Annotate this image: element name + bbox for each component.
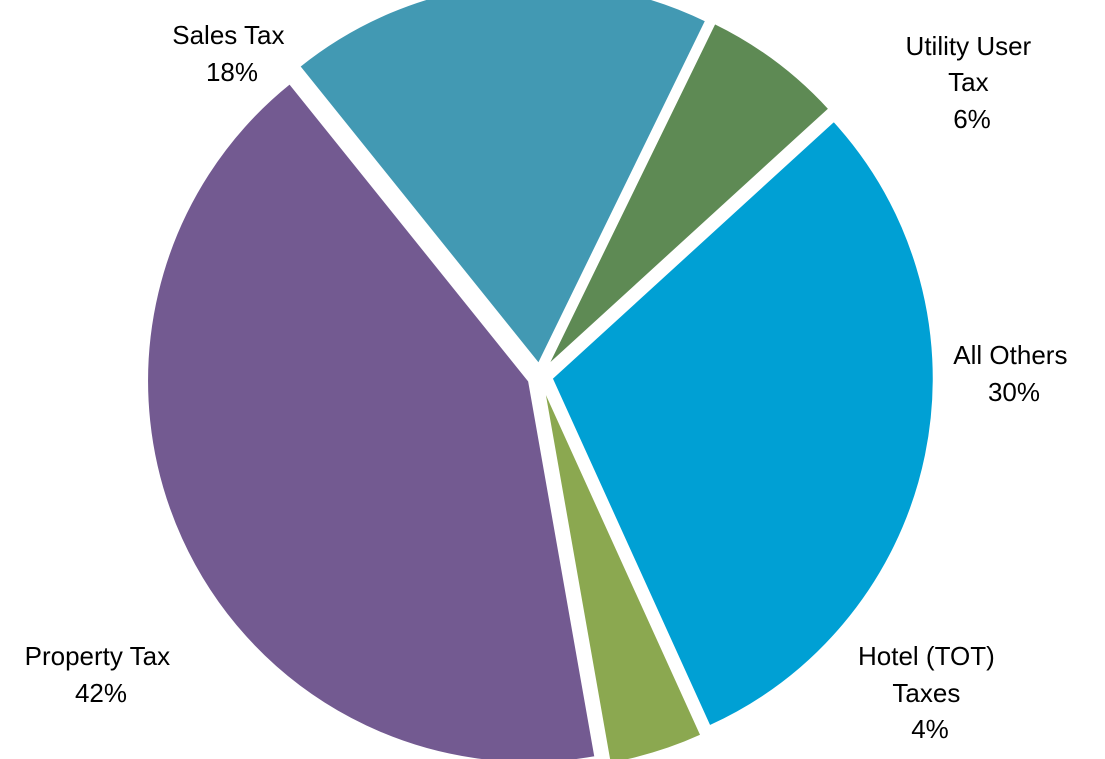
pie-slices (146, 0, 935, 759)
label-utility-user-tax-line2: Tax (948, 67, 988, 97)
label-hotel-tot-taxes-line1: Hotel (TOT) (858, 641, 995, 671)
label-utility-user-tax-value: 6% (953, 104, 991, 134)
slice-property-tax (146, 81, 597, 759)
label-utility-user-tax: Utility User Tax 6% (906, 31, 1039, 134)
label-property-tax-value: 42% (75, 678, 127, 708)
slice-hotel-tot-taxes (542, 387, 703, 759)
label-hotel-tot-taxes: Hotel (TOT) Taxes 4% (858, 641, 1002, 744)
label-sales-tax: Sales Tax 18% (172, 20, 292, 87)
label-sales-tax-line1: Sales Tax (172, 20, 284, 50)
label-hotel-tot-taxes-value: 4% (911, 714, 949, 744)
label-sales-tax-value: 18% (206, 57, 258, 87)
slice-all-others (550, 119, 935, 728)
label-all-others-value: 30% (988, 377, 1040, 407)
label-hotel-tot-taxes-line2: Taxes (892, 678, 960, 708)
label-property-tax-line1: Property Tax (25, 641, 170, 671)
slice-utility-user-tax (546, 21, 831, 368)
label-property-tax: Property Tax 42% (25, 641, 178, 708)
label-utility-user-tax-line1: Utility User (906, 31, 1032, 61)
slice-sales-tax (297, 0, 708, 366)
label-all-others: All Others 30% (953, 340, 1074, 407)
label-all-others-line1: All Others (953, 340, 1067, 370)
